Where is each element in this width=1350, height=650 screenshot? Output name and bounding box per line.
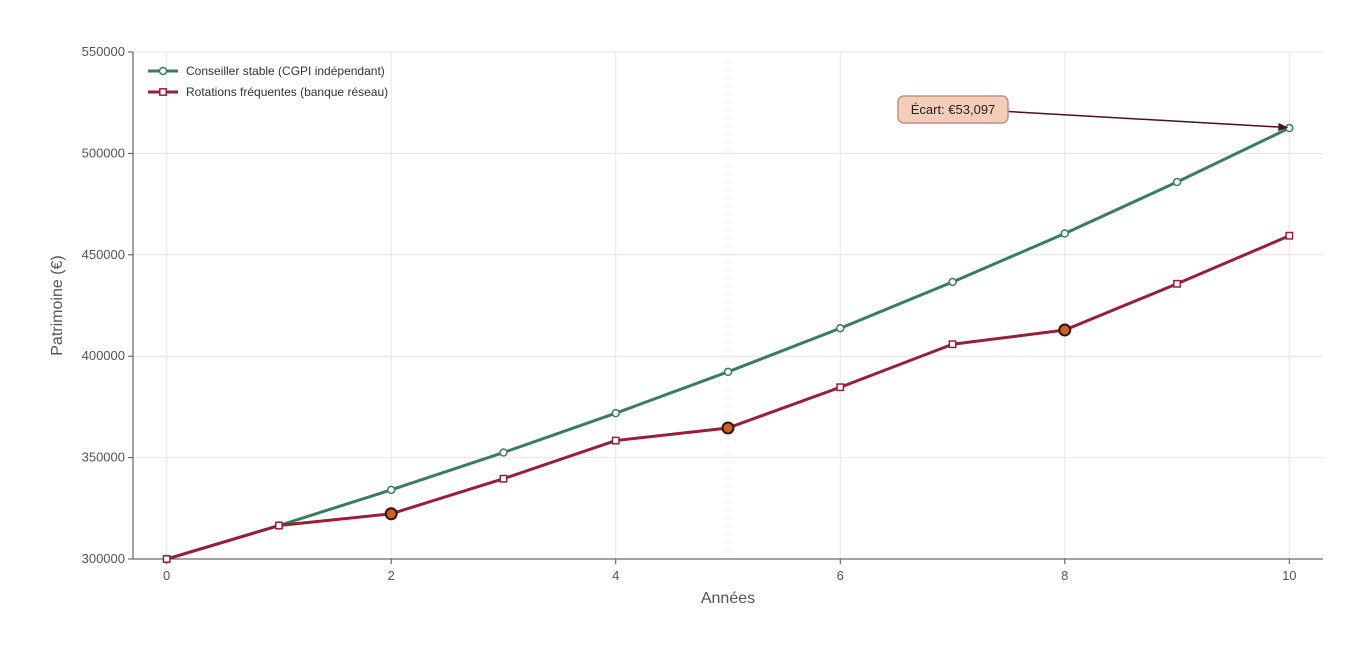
rotation-event-point [1058, 323, 1072, 337]
series-2-point [274, 521, 283, 530]
series-1-point [723, 367, 733, 377]
series-2-point [611, 436, 620, 445]
legend-swatch-marker [158, 66, 168, 76]
series-1-point [611, 408, 620, 418]
x-tick-label: 8 [1061, 568, 1068, 583]
annotation-box [897, 95, 1009, 124]
y-tick-label: 450000 [82, 247, 125, 262]
annotation-text: Écart: €53,097 [911, 102, 996, 117]
y-tick-label: 550000 [82, 44, 125, 59]
series-markers [162, 123, 1294, 564]
x-tick-label: 10 [1282, 568, 1296, 583]
x-tick-label: 4 [612, 568, 619, 583]
series-1-point [836, 323, 845, 333]
y-tick-label: 300000 [82, 551, 125, 566]
rotation-event-point [721, 421, 735, 435]
x-tick-label: 0 [163, 568, 170, 583]
series-2-point [1285, 231, 1294, 240]
x-tick-label: 2 [388, 568, 395, 583]
series-2-point [1173, 279, 1182, 288]
series-1-point [499, 448, 508, 457]
series-1-point [386, 485, 396, 495]
y-tick-label: 500000 [82, 145, 125, 160]
axes: 300000 350000 400000 450000 500000 550000 0 2 4 6… [82, 44, 1323, 583]
legend: Conseiller stable (CGPI indépendant) Rota… [148, 64, 388, 99]
legend-swatch-marker [159, 88, 167, 96]
series-2-point [836, 383, 845, 392]
rotation-event-point [384, 507, 398, 521]
series-1-point [1060, 229, 1070, 238]
annotation: Écart: €53,097 [897, 95, 1289, 132]
annotation-arrow [1007, 110, 1289, 132]
grid [133, 51, 1323, 560]
y-axis-label: Patrimoine (€) [49, 255, 66, 355]
series-2-point [499, 474, 508, 483]
series-1-point [948, 277, 957, 287]
legend-label: Conseiller stable (CGPI indépendant) [186, 64, 385, 78]
legend-label: Rotations fréquentes (banque réseau) [186, 85, 388, 99]
series-1-point [1172, 177, 1182, 187]
series-2-point [948, 340, 957, 349]
y-tick-label: 350000 [82, 450, 125, 465]
y-tick-label: 400000 [82, 348, 125, 363]
series-2-point [162, 555, 171, 563]
x-axis-label: Années [701, 590, 755, 607]
x-tick-label: 6 [837, 568, 844, 583]
